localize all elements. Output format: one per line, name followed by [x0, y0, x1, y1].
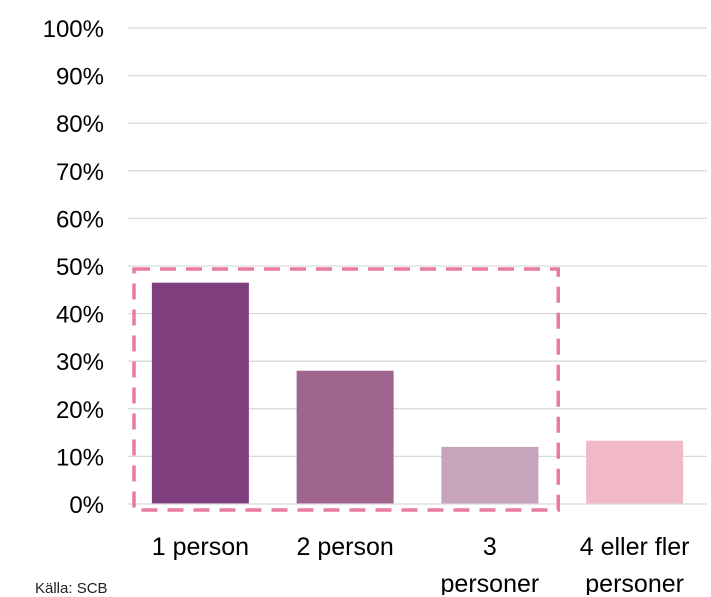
bar-3	[586, 440, 684, 504]
y-tick-label: 10%	[56, 444, 104, 471]
category-label: 4 eller fler	[580, 533, 690, 561]
bar-1	[296, 370, 394, 504]
bar-0	[151, 282, 249, 504]
y-tick-label: 50%	[56, 254, 104, 281]
bar-2	[441, 446, 539, 504]
category-label: 1 person	[152, 533, 249, 561]
category-label: personer	[585, 570, 684, 595]
y-tick-label: 60%	[56, 206, 104, 233]
y-tick-label: 20%	[56, 397, 104, 424]
y-tick-label: 80%	[56, 111, 104, 138]
y-axis-tick-labels: 0% 10% 20% 30% 40% 50% 60% 70% 80% 90% 100%	[43, 16, 104, 519]
category-label: 2 person	[296, 533, 393, 561]
x-axis-category-labels: 1 person 2 person 3 personer 4 eller fler per…	[152, 533, 690, 595]
bars	[151, 282, 684, 504]
y-tick-label: 100%	[43, 16, 104, 43]
y-tick-label: 40%	[56, 302, 104, 329]
highlight-box	[132, 267, 560, 512]
y-tick-label: 30%	[56, 349, 104, 376]
y-tick-label: 90%	[56, 64, 104, 91]
category-label: personer	[441, 570, 540, 595]
source-note: Källa: SCB	[35, 580, 108, 597]
category-label: 3	[483, 533, 497, 561]
y-tick-label: 70%	[56, 159, 104, 186]
y-tick-label: 0%	[69, 492, 104, 519]
